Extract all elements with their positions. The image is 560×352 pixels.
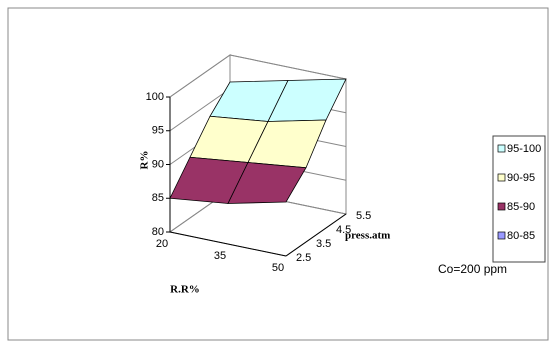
depth-axis-title: press.atm — [345, 230, 390, 242]
legend-swatch — [497, 231, 506, 240]
annotation: Co=200 ppm — [438, 262, 507, 276]
z-tick-label: 95 — [152, 125, 164, 137]
x-axis — [169, 231, 287, 257]
x-tick-label: 20 — [156, 238, 168, 250]
legend-box — [492, 135, 546, 263]
z-tick-label: 100 — [146, 91, 164, 103]
depth-tick-label: 3.5 — [316, 238, 331, 250]
x-tick-label: 50 — [272, 262, 284, 274]
depth-tick-label: 5.5 — [356, 210, 371, 222]
legend-label: 85-90 — [507, 201, 535, 213]
legend-swatch — [497, 144, 506, 153]
depth-tick-label: 2.5 — [296, 252, 311, 264]
surface-cell — [227, 162, 307, 204]
z-tick-label: 80 — [152, 226, 164, 238]
depth-axis — [285, 213, 347, 257]
legend-swatch — [497, 173, 506, 182]
legend-label: 90-95 — [507, 172, 535, 184]
grid-line — [169, 54, 347, 98]
legend-label: 80-85 — [507, 230, 535, 242]
z-tick-label: 90 — [152, 158, 164, 170]
depth-tick-label: 4.5 — [336, 224, 351, 236]
legend-swatch — [497, 202, 506, 211]
legend-label: 95-100 — [507, 143, 541, 155]
z-tick-label: 85 — [152, 192, 164, 204]
x-tick-label: 35 — [214, 250, 226, 262]
x-axis-title: R.R% — [170, 284, 200, 296]
z-axis-title: R% — [139, 151, 151, 170]
